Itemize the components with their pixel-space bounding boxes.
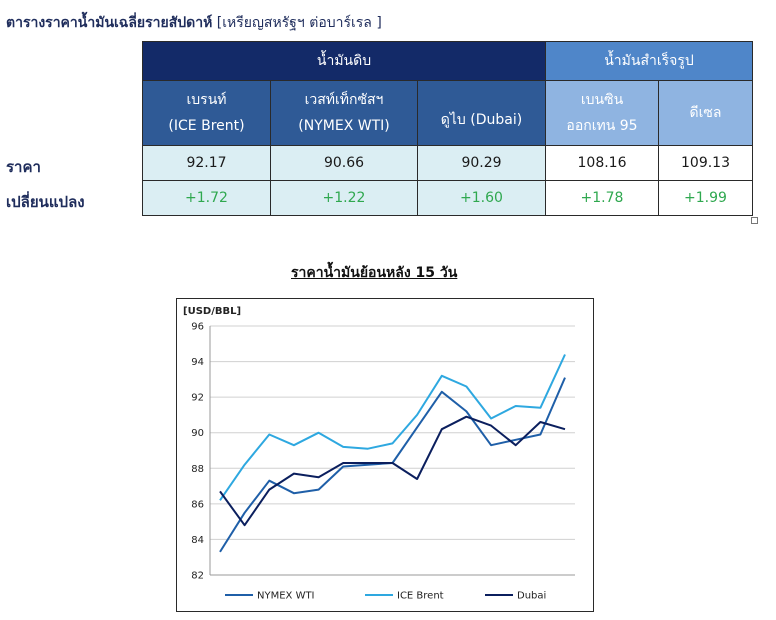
column-header-wti: เวสท์เท็กซัสฯ (NYMEX WTI) xyxy=(270,80,418,146)
price-gasoline95: 108.16 xyxy=(545,145,659,181)
y-tick-label: 90 xyxy=(191,428,204,439)
series-line-dubai xyxy=(219,415,566,527)
column-header-diesel: ดีเซล xyxy=(658,80,753,146)
y-tick-label: 94 xyxy=(191,357,204,368)
y-tick-label: 96 xyxy=(191,322,204,333)
y-tick-label: 86 xyxy=(191,499,204,510)
price-dubai: 90.29 xyxy=(417,145,546,181)
price-row-label: ราคา xyxy=(6,158,41,176)
y-tick-label: 84 xyxy=(191,535,204,546)
legend-label: ICE Brent xyxy=(397,591,444,602)
chart-canvas: [USD/BBL] 82 84 86 88 90 92 94 96 NYMEX WTI ICE Br… xyxy=(183,306,575,602)
change-row: +1.72 +1.22 +1.60 +1.78 +1.99 xyxy=(142,180,753,216)
column-header-gasoline95: เบนซิน ออกเทน 95 xyxy=(545,80,659,146)
change-dubai: +1.60 xyxy=(417,180,546,216)
change-diesel: +1.99 xyxy=(658,180,753,216)
column-header-dubai: ดูไบ (Dubai) xyxy=(417,80,546,146)
price-brent: 92.17 xyxy=(142,145,271,181)
price-wti: 90.66 xyxy=(270,145,418,181)
oil-price-line-chart: [USD/BBL] 82 84 86 88 90 92 94 96 NYMEX WTI ICE Br… xyxy=(176,298,594,612)
chart-title: ราคาน้ำมันย้อนหลัง 15 วัน xyxy=(291,265,458,281)
series-line-nymex-wti xyxy=(219,377,566,553)
y-tick-label: 92 xyxy=(191,393,204,404)
table-resize-handle[interactable] xyxy=(751,217,758,224)
change-brent: +1.72 xyxy=(142,180,271,216)
legend-label: NYMEX WTI xyxy=(257,591,315,602)
y-tick-label: 88 xyxy=(191,464,204,475)
crude-oil-header: น้ำมันดิบ xyxy=(142,41,546,81)
change-row-label: เปลี่ยนแปลง xyxy=(6,193,85,211)
y-axis-label: [USD/BBL] xyxy=(183,306,241,317)
price-row: 92.17 90.66 90.29 108.16 109.13 xyxy=(142,145,753,181)
change-wti: +1.22 xyxy=(270,180,418,216)
legend-label: Dubai xyxy=(517,591,546,602)
refined-oil-header: น้ำมันสำเร็จรูป xyxy=(545,41,753,81)
change-gasoline95: +1.78 xyxy=(545,180,659,216)
series-line-ice-brent xyxy=(219,354,566,501)
y-tick-label: 82 xyxy=(191,571,204,582)
column-header-brent: เบรนท์ (ICE Brent) xyxy=(142,80,271,146)
oil-price-table: น้ำมันดิบ น้ำมันสำเร็จรูป เบรนท์ (ICE Bre… xyxy=(142,41,753,216)
page-title: ตารางราคาน้ำมันเฉลี่ยรายสัปดาห์ [เหรียญส… xyxy=(6,15,382,31)
price-diesel: 109.13 xyxy=(658,145,753,181)
